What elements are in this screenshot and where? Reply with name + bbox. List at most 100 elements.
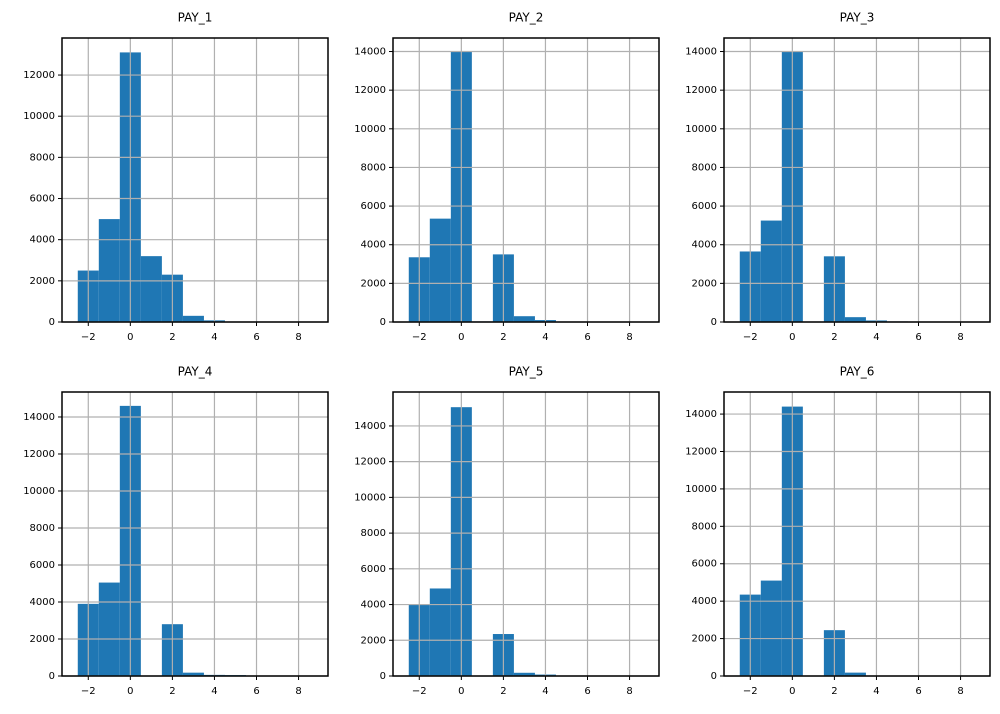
y-tick-label: 8000 xyxy=(361,162,386,173)
x-tick-label: 0 xyxy=(789,332,795,343)
x-tick-label: 4 xyxy=(211,332,217,343)
x-tick-label: 2 xyxy=(500,332,506,343)
chart-title: PAY_5 xyxy=(509,365,544,379)
y-tick-label: 14000 xyxy=(685,47,717,58)
y-tick-label: 2000 xyxy=(692,278,717,289)
y-tick-label: 12000 xyxy=(23,449,55,460)
x-tick-label: 6 xyxy=(584,686,590,697)
x-tick-label: 6 xyxy=(253,332,259,343)
x-tick-label: 4 xyxy=(873,332,879,343)
axes-frame xyxy=(61,391,329,677)
y-tick-label: 10000 xyxy=(354,124,386,135)
x-tick-label: −2 xyxy=(81,686,96,697)
x-tick-label: −2 xyxy=(412,686,427,697)
y-tick-label: 6000 xyxy=(692,559,717,570)
bar xyxy=(844,317,866,322)
x-tick-label: 0 xyxy=(789,686,795,697)
y-tick-label: 0 xyxy=(49,671,55,682)
y-tick-label: 14000 xyxy=(685,409,717,420)
y-tick-label: 12000 xyxy=(23,70,55,81)
y-tick-label: 6000 xyxy=(30,194,55,205)
y-tick-label: 4000 xyxy=(692,596,717,607)
bar xyxy=(182,315,204,322)
y-tick-label: 6000 xyxy=(361,201,386,212)
y-tick-label: 2000 xyxy=(692,634,717,645)
y-tick-label: 14000 xyxy=(354,47,386,58)
y-tick-label: 6000 xyxy=(692,201,717,212)
bar xyxy=(844,672,866,676)
y-tick-label: 8000 xyxy=(30,523,55,534)
x-tick-label: 0 xyxy=(458,686,464,697)
y-tick-label: 4000 xyxy=(30,597,55,608)
bar xyxy=(760,580,782,676)
x-tick-label: 6 xyxy=(915,332,921,343)
y-tick-label: 4000 xyxy=(692,240,717,251)
x-tick-label: −2 xyxy=(743,686,758,697)
bar xyxy=(760,220,782,322)
y-tick-label: 4000 xyxy=(361,600,386,611)
y-tick-label: 0 xyxy=(711,317,717,328)
x-tick-label: 2 xyxy=(500,686,506,697)
y-tick-label: 10000 xyxy=(23,111,55,122)
y-tick-label: 8000 xyxy=(361,528,386,539)
y-tick-label: 8000 xyxy=(692,521,717,532)
bar xyxy=(429,588,451,676)
bar xyxy=(429,218,451,322)
y-tick-label: 12000 xyxy=(685,85,717,96)
y-tick-label: 2000 xyxy=(30,634,55,645)
axes-frame xyxy=(61,37,329,323)
axes-frame xyxy=(723,37,991,323)
y-tick-label: 0 xyxy=(380,671,386,682)
y-tick-label: 0 xyxy=(711,671,717,682)
bar xyxy=(182,672,204,676)
x-tick-label: 6 xyxy=(253,686,259,697)
x-tick-label: 0 xyxy=(127,332,133,343)
y-tick-label: 12000 xyxy=(354,85,386,96)
x-tick-label: 6 xyxy=(915,686,921,697)
y-tick-label: 10000 xyxy=(354,492,386,503)
x-tick-label: 8 xyxy=(626,686,632,697)
chart-title: PAY_3 xyxy=(840,11,875,25)
y-tick-label: 2000 xyxy=(30,276,55,287)
x-tick-label: 0 xyxy=(127,686,133,697)
x-tick-label: 2 xyxy=(169,686,175,697)
axes-frame xyxy=(392,391,660,677)
x-tick-label: 4 xyxy=(873,686,879,697)
x-tick-label: 2 xyxy=(831,332,837,343)
chart-title: PAY_4 xyxy=(178,365,213,379)
axes-frame xyxy=(392,37,660,323)
y-tick-label: 4000 xyxy=(30,235,55,246)
y-tick-label: 12000 xyxy=(685,446,717,457)
x-tick-label: 2 xyxy=(831,686,837,697)
y-tick-label: 12000 xyxy=(354,457,386,468)
x-tick-label: 8 xyxy=(957,332,963,343)
bar xyxy=(98,219,120,322)
axes-frame xyxy=(723,391,991,677)
y-tick-label: 14000 xyxy=(23,412,55,423)
chart-title: PAY_6 xyxy=(840,365,875,379)
x-tick-label: 8 xyxy=(295,332,301,343)
y-tick-label: 8000 xyxy=(30,152,55,163)
y-tick-label: 6000 xyxy=(361,564,386,575)
y-tick-label: 10000 xyxy=(23,486,55,497)
bar xyxy=(140,256,162,322)
y-tick-label: 8000 xyxy=(692,162,717,173)
y-tick-label: 0 xyxy=(49,317,55,328)
x-tick-label: 2 xyxy=(169,332,175,343)
y-tick-label: 2000 xyxy=(361,635,386,646)
y-tick-label: 10000 xyxy=(685,124,717,135)
x-tick-label: 4 xyxy=(542,332,548,343)
x-tick-label: 8 xyxy=(626,332,632,343)
x-tick-label: 4 xyxy=(211,686,217,697)
chart-title: PAY_1 xyxy=(178,11,213,25)
x-tick-label: 0 xyxy=(458,332,464,343)
bar xyxy=(98,582,120,676)
x-tick-label: −2 xyxy=(412,332,427,343)
x-tick-label: 8 xyxy=(295,686,301,697)
y-tick-label: 14000 xyxy=(354,421,386,432)
x-tick-label: 4 xyxy=(542,686,548,697)
y-tick-label: 0 xyxy=(380,317,386,328)
x-tick-label: 6 xyxy=(584,332,590,343)
bar xyxy=(513,672,535,676)
